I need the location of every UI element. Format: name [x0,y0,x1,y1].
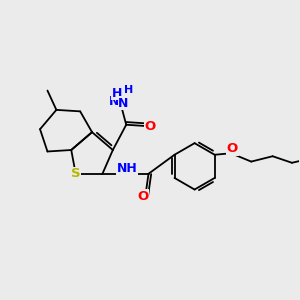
Text: N: N [118,97,128,110]
Text: H: H [112,87,122,100]
Text: O: O [144,120,156,133]
Text: O: O [227,142,238,155]
Text: S: S [71,167,80,180]
Text: H: H [124,85,133,95]
Text: NH: NH [108,95,129,108]
Text: NH: NH [116,162,137,175]
Text: O: O [137,190,148,202]
